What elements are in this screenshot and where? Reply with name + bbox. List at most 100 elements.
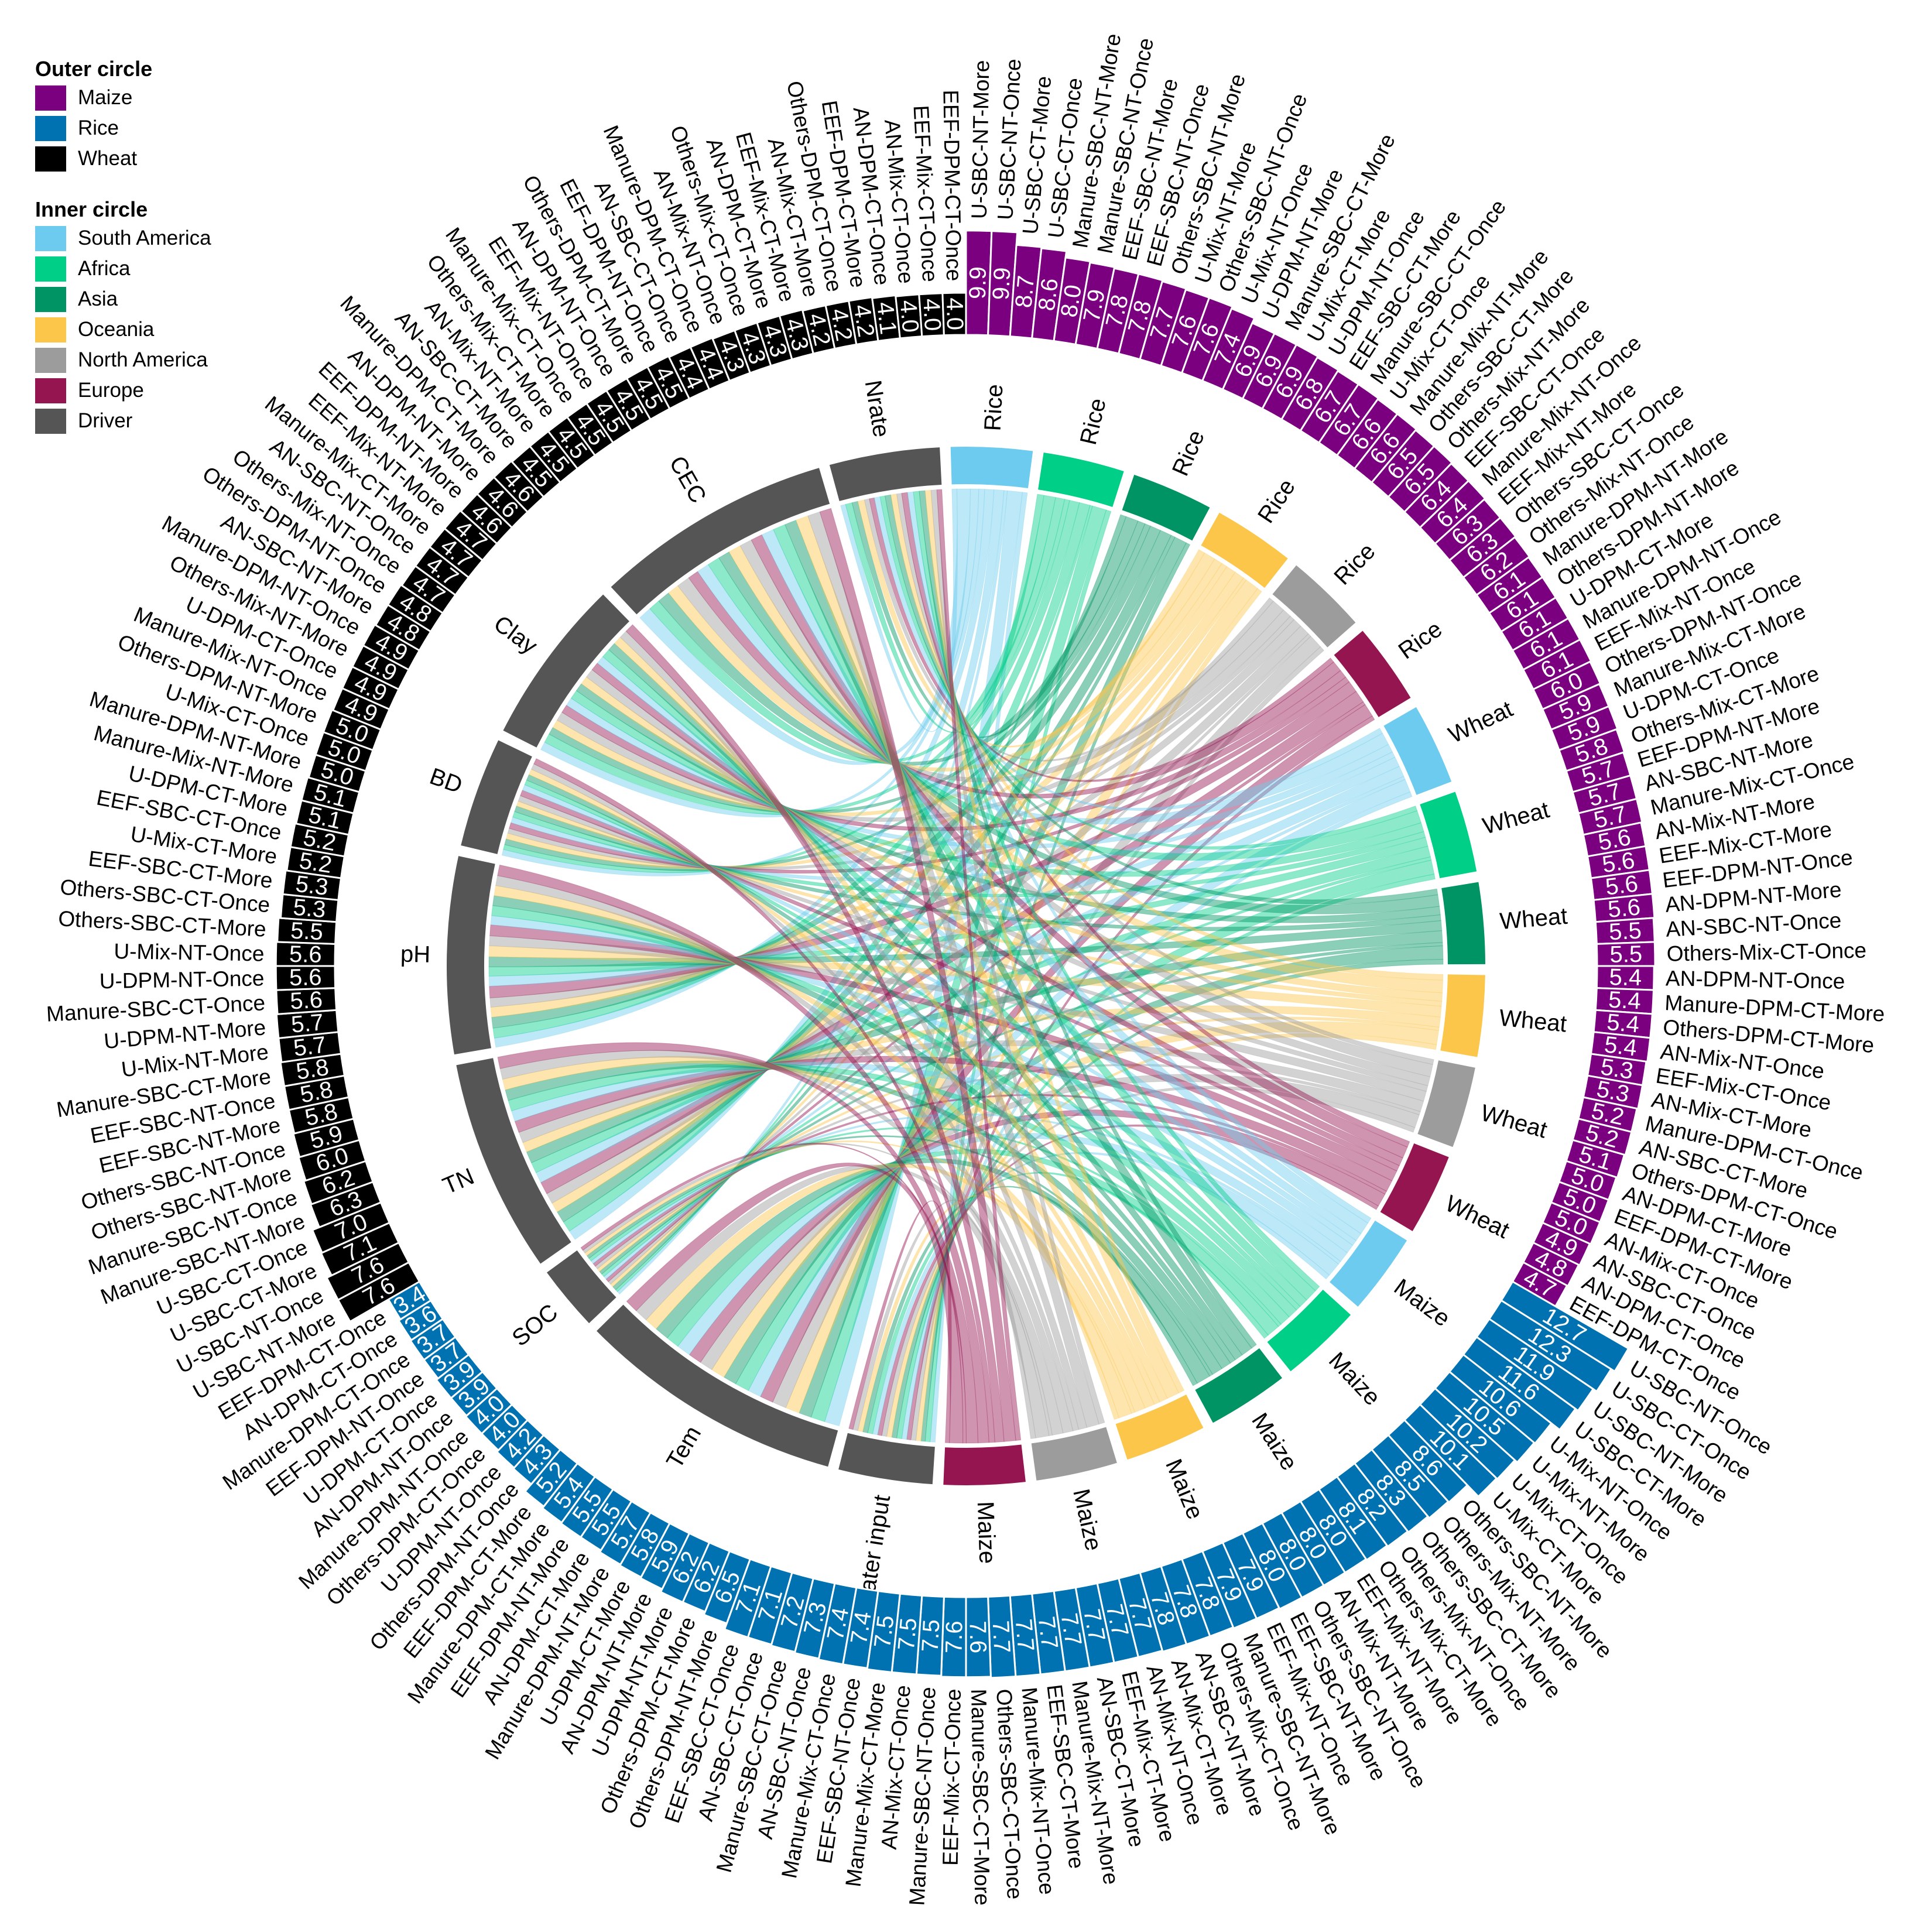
chord-rice-asia-water-input [920, 542, 1191, 1442]
chord-maize-oceania-bd [528, 769, 1160, 1405]
chord-rice-north-america-clay [556, 609, 1291, 822]
outer-bar-value: 5.4 [1608, 987, 1642, 1015]
outer-bar-value: 7.7 [1010, 1618, 1039, 1652]
driver-segment-label: CEC [664, 452, 711, 508]
driver-segment [838, 1433, 935, 1485]
chord-maize-asia-clay [608, 643, 1243, 1361]
chord-wheat-south-america-tn [535, 766, 1405, 1183]
region-segment-label: Wheat [1444, 696, 1516, 748]
chord-wheat-south-america-tem [748, 779, 1411, 1397]
chord-rice-north-america-cec [677, 577, 1284, 783]
chord-maize-africa-bd [524, 779, 1301, 1311]
driver-segment-label: Tem [662, 1421, 706, 1472]
outer-bar-value: 4.0 [941, 297, 968, 330]
chord-wheat-europe-clay [591, 662, 1403, 1166]
chord-maize-north-america-tem [635, 1164, 1050, 1438]
region-segment-label: Maize [972, 1501, 1001, 1564]
chord-rice-asia-soc [612, 535, 1176, 1290]
chord-rice-europe-cec [688, 571, 1341, 799]
chord-rice-asia-ph [491, 525, 1161, 1029]
region-segment-label: Rice [1253, 474, 1300, 527]
chord-rice-asia-clay [549, 520, 1146, 814]
chord-wheat-europe-nrate [901, 492, 1410, 1148]
chord-rice-north-america-nrate [864, 498, 1274, 762]
outer-bar-value: 5.7 [290, 1009, 324, 1038]
chord-rice-africa-tem [810, 505, 1107, 1423]
chord-wheat-europe-soc [592, 1094, 1388, 1267]
driver-segment-label: Clay [489, 611, 542, 659]
chord-wheat-asia-water-input [891, 959, 1444, 1438]
legend-swatch [35, 115, 66, 141]
legend-item-south-america: South America [35, 223, 211, 254]
region-segment [950, 447, 1033, 488]
outer-bar-value: 8.7 [1010, 274, 1039, 309]
region-segment-label: Wheat [1478, 1100, 1550, 1143]
chord-maize-asia-nrate [919, 490, 1257, 1349]
chord-wheat-south-america-ph [488, 756, 1400, 987]
chord-wheat-oceania-tem [711, 1021, 1440, 1378]
chord-wheat-oceania-soc [597, 1016, 1440, 1272]
chord-rice-asia-tem [799, 536, 1187, 1418]
chord-rice-north-america-soc [608, 633, 1311, 1285]
legend-inner-title: Inner circle [35, 197, 148, 221]
chord-maize-south-america-tn [511, 1062, 1348, 1262]
region-segment [1334, 631, 1411, 717]
chord-rice-europe-tn [540, 691, 1364, 1194]
region-segment [1420, 792, 1477, 879]
chord-rice-africa-nrate [845, 494, 1044, 734]
legend-label: Oceania [78, 318, 155, 341]
chord-rice-oceania-water-input [915, 588, 1262, 1441]
legend-label: Europe [78, 379, 144, 402]
outer-bar-value: 7.7 [988, 1620, 1015, 1654]
chord-maize-europe-bd [533, 758, 995, 1443]
chord-rice-south-america-nrate [840, 488, 958, 732]
chord-maize-south-america-nrate [907, 491, 1372, 1224]
outer-bar-label: U-Mix-NT-Once [114, 939, 265, 965]
driver-segment [547, 1250, 616, 1324]
legend-item-rice: Rice [35, 113, 211, 143]
outer-bar-value: 9.9 [965, 266, 991, 299]
chord-rice-africa-water-input [924, 509, 1112, 1443]
region-segment-label: Rice [1075, 396, 1111, 447]
driver-segment [446, 856, 495, 1055]
region-segment-label: Maize [1389, 1274, 1455, 1332]
chord-maize-europe-tn [497, 1042, 979, 1444]
chord-wheat-north-america-cec [739, 539, 1434, 1077]
chord-wheat-africa-cec [707, 557, 1422, 861]
legend-label: Driver [78, 409, 133, 432]
outer-bar-label: U-DPM-NT-Once [99, 966, 264, 993]
legend-item-driver: Driver [35, 406, 211, 436]
legend-outer-title: Outer circle [35, 57, 153, 81]
chord-rice-oceania-soc [610, 577, 1247, 1287]
chord-maize-africa-water-input [867, 1171, 1269, 1434]
chord-wheat-north-america-ph [489, 935, 1427, 1102]
chord-wheat-south-america-nrate [873, 496, 1383, 811]
chord-rice-south-america-soc [616, 490, 1008, 1295]
chord-maize-south-america-water-input [872, 1152, 1330, 1436]
chord-rice-south-america-water-input [930, 492, 1028, 1443]
chord-wheat-asia-cec [718, 551, 1440, 914]
chord-maize-asia-soc [586, 1135, 1214, 1377]
outer-bar-label: U-SBC-NT-Once [993, 58, 1025, 220]
chord-rice-europe-ph [489, 681, 1357, 999]
chord-wheat-africa-nrate [879, 495, 1418, 850]
chord-wheat-asia-soc [599, 942, 1443, 1275]
region-segment [1440, 974, 1485, 1057]
chord-maize-asia-tem [656, 1158, 1211, 1384]
chord-wheat-africa-ph [488, 837, 1429, 977]
chord-maize-europe-soc [580, 1143, 967, 1444]
chord-maize-europe-tem [626, 1162, 964, 1444]
chord-rice-europe-soc [605, 701, 1366, 1283]
region-segment-label: Wheat [1480, 797, 1552, 840]
chord-wheat-africa-tem [735, 859, 1435, 1391]
chord-wheat-oceania-tn [522, 1005, 1441, 1153]
chord-wheat-south-america-clay [566, 697, 1393, 849]
legend-label: Wheat [78, 147, 138, 170]
chord-maize-south-america-clay [597, 656, 1362, 1241]
chord-maize-oceania-clay [614, 636, 1168, 1403]
chord-maize-oceania-tn [502, 1056, 1146, 1413]
chord-maize-europe-nrate [936, 489, 1022, 1441]
legend-item-north-america: North America [35, 345, 211, 375]
legend-swatch [35, 225, 66, 251]
legend-label: Maize [78, 86, 133, 109]
